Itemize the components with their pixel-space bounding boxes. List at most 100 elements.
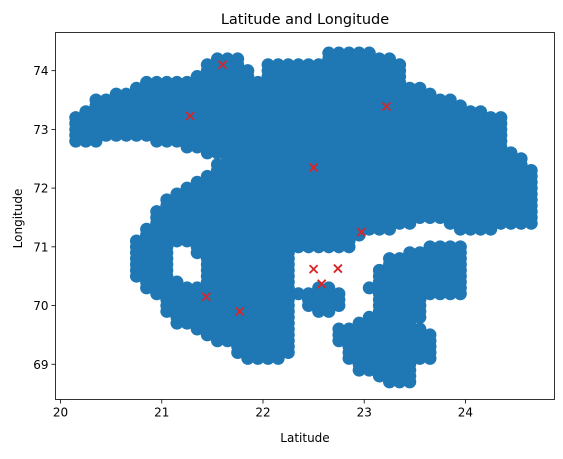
scatter-point [190,175,204,189]
scatter-point [403,246,417,260]
scatter-point [200,169,214,183]
x-marker-stroke [308,264,319,274]
scatter-point [342,46,356,60]
scatter-point [332,46,346,60]
scatter-point [170,275,184,289]
scatter-point [362,310,376,324]
scatter-point [403,81,417,95]
y-tick-label: 73 [33,123,48,137]
scatter-point [504,146,518,160]
scatter-point [433,93,447,107]
scatter-point [241,64,255,78]
scatter-point [180,281,194,295]
scatter-point [372,52,386,66]
x-marker-stroke [317,279,327,289]
scatter-point [514,152,528,166]
scatter-point [190,70,204,84]
x-marker [201,292,211,302]
scatter-point [190,281,204,295]
x-marker [308,162,319,173]
x-tick-label: 24 [458,406,473,420]
scatter-point [443,240,457,254]
scatter-point [413,246,427,260]
x-marker-stroke [235,306,245,317]
scatter-point [474,105,488,119]
scatter-point [494,111,508,125]
x-marker-stroke [201,292,211,302]
x-marker-stroke [356,227,366,237]
x-marker [356,227,366,237]
y-tick-label: 74 [33,64,48,78]
scatter-point [281,58,295,72]
scatter-point [302,287,316,301]
x-marker [217,60,228,70]
scatter-point [79,105,93,119]
scatter-point [69,111,83,125]
scatter-point [322,46,336,60]
scatter-point [332,287,346,301]
x-marker [381,101,392,112]
scatter-point [362,281,376,295]
scatter-point [160,75,174,89]
scatter-point [140,222,154,236]
scatter-point [140,75,154,89]
y-tick-label: 71 [33,240,48,254]
scatter-point [170,187,184,201]
series-red-markers [185,60,392,317]
scatter-point [352,316,366,330]
scatter-point [413,81,427,95]
scatter-point [352,46,366,60]
x-marker [308,264,319,274]
x-marker-stroke [333,263,343,274]
scatter-point [129,234,143,248]
x-marker-stroke [381,101,392,112]
scatter-point [261,58,275,72]
scatter-point [383,252,397,266]
scatter-point [332,322,346,336]
scatter-point [150,205,164,219]
scatter-point [453,240,467,254]
scatter-point [393,58,407,72]
x-marker [317,279,327,289]
scatter-point [453,99,467,113]
scatter-point [150,75,164,89]
x-marker-stroke [308,162,319,173]
scatter-point [372,263,386,277]
x-tick-label: 21 [154,406,169,420]
scatter-point [312,58,326,72]
scatter-point [160,193,174,207]
scatter-point [524,163,538,177]
scatter-point [423,87,437,101]
scatter-point [484,111,498,125]
series-blue-points [69,46,538,389]
scatter-point [291,287,305,301]
x-tick-label: 20 [53,406,68,420]
scatter-point [302,58,316,72]
scatter-point [463,105,477,119]
scatter-point [200,58,214,72]
scatter-point [423,328,437,342]
scatter-point [99,93,113,107]
x-marker [235,306,245,317]
scatter-point [443,93,457,107]
chart-title: Latitude and Longitude [221,12,389,28]
x-marker [185,111,195,121]
scatter-point [89,93,103,107]
scatter-point [109,87,123,101]
x-tick-label: 22 [255,406,270,420]
scatter-point [413,322,427,336]
y-axis-label: Longitude [11,189,25,249]
scatter-point [180,181,194,195]
scatter-point [271,58,285,72]
scatter-point [129,81,143,95]
axis-ticks: 20 21 22 23 24 69 70 71 72 73 74 [33,64,473,419]
scatter-point [210,158,224,172]
scatter-point [383,52,397,66]
x-axis-label: Latitude [280,431,329,445]
scatter-point [423,240,437,254]
y-tick-label: 72 [33,182,48,196]
scatter-point [251,75,265,89]
scatter-point [170,75,184,89]
x-marker-stroke [185,111,195,121]
scatter-point [393,252,407,266]
